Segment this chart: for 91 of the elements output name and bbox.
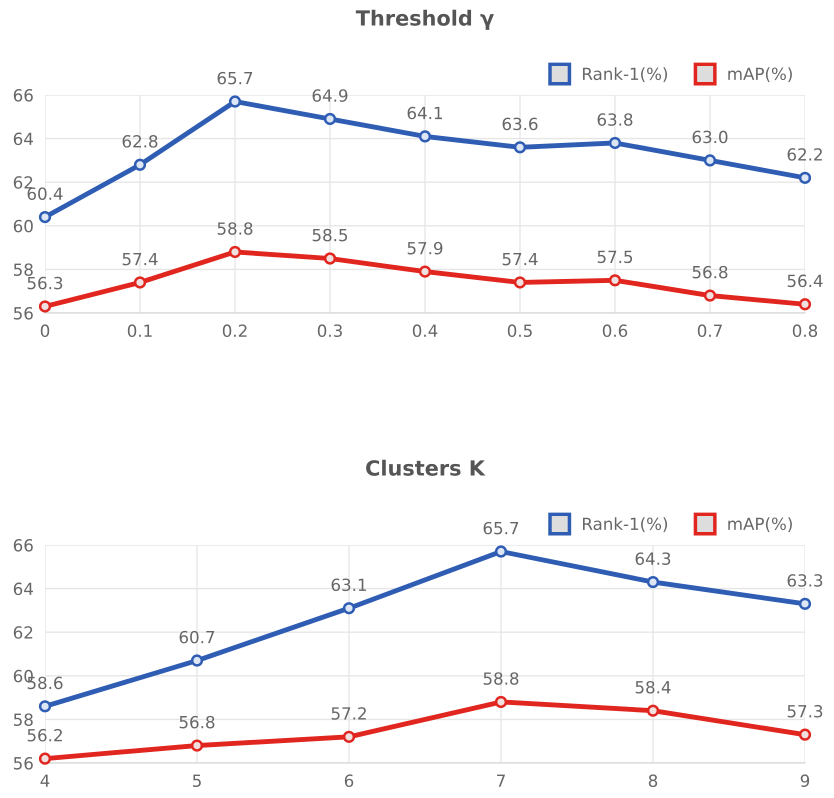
chart-title: Threshold γ bbox=[356, 10, 494, 30]
x-tick-label: 0.1 bbox=[128, 324, 152, 338]
text: 63.6 bbox=[502, 118, 538, 130]
text: 62.2 bbox=[788, 148, 822, 161]
point bbox=[494, 545, 508, 558]
text: 65.7 bbox=[484, 522, 518, 534]
point bbox=[324, 112, 336, 126]
text: 57.9 bbox=[408, 242, 442, 254]
point bbox=[134, 158, 146, 171]
point bbox=[342, 730, 356, 743]
point bbox=[798, 598, 812, 610]
point bbox=[342, 602, 356, 614]
point bbox=[38, 752, 52, 765]
text: 56.2 bbox=[28, 728, 62, 742]
text: 58.5 bbox=[312, 228, 348, 242]
text: 64.3 bbox=[636, 552, 670, 565]
x-tick-label: 4 bbox=[40, 774, 50, 787]
point bbox=[494, 696, 508, 708]
y-tick-label: 66 bbox=[14, 538, 33, 552]
point bbox=[704, 154, 716, 167]
point bbox=[38, 210, 52, 224]
point bbox=[228, 246, 242, 258]
point bbox=[190, 654, 204, 667]
legend-label: Rank-1(%) bbox=[583, 67, 668, 82]
y-tick-label: 56 bbox=[14, 306, 33, 320]
text: 57.4 bbox=[502, 252, 538, 266]
x-tick-label: 0.7 bbox=[698, 324, 722, 338]
legend-label: mAP(%) bbox=[728, 517, 792, 532]
point bbox=[134, 276, 146, 289]
x-tick-label: 8 bbox=[648, 774, 658, 788]
text: 57.4 bbox=[122, 252, 158, 266]
point bbox=[646, 576, 660, 588]
text: 57.2 bbox=[332, 707, 366, 720]
y-tick-label: 66 bbox=[14, 88, 33, 102]
text: 63.3 bbox=[788, 574, 822, 587]
text: 56.8 bbox=[692, 266, 728, 278]
y-tick-label: 64 bbox=[14, 132, 33, 146]
y-tick-label: 56 bbox=[14, 756, 33, 770]
y-tick-label: 60 bbox=[14, 220, 33, 232]
point bbox=[608, 136, 622, 150]
text: 58.8 bbox=[218, 222, 252, 235]
text: 60.7 bbox=[180, 630, 214, 644]
point bbox=[798, 298, 812, 310]
y-tick-label: 62 bbox=[14, 626, 32, 639]
x-tick-label: 0.2 bbox=[222, 324, 247, 338]
point bbox=[704, 289, 716, 302]
point bbox=[418, 130, 432, 143]
text: 62.8 bbox=[122, 135, 158, 148]
text: 57.3 bbox=[788, 704, 822, 718]
point bbox=[418, 265, 432, 278]
point bbox=[646, 704, 660, 717]
x-tick-label: 0.3 bbox=[318, 324, 342, 338]
text: 58.4 bbox=[636, 680, 671, 694]
point bbox=[798, 728, 812, 741]
text: 56.8 bbox=[180, 716, 214, 728]
text: 63.8 bbox=[598, 113, 632, 126]
x-tick-label: 0.4 bbox=[412, 324, 438, 338]
text: 63.1 bbox=[332, 578, 366, 592]
x-tick-label: 0.5 bbox=[508, 324, 532, 338]
text: 65.7 bbox=[218, 72, 252, 84]
point bbox=[798, 172, 812, 184]
point bbox=[228, 95, 242, 108]
point bbox=[514, 276, 526, 289]
x-tick-label: 0 bbox=[40, 324, 50, 338]
point bbox=[38, 700, 52, 712]
chart-title: Clusters K bbox=[366, 460, 486, 476]
point bbox=[38, 300, 52, 313]
x-tick-label: 0.6 bbox=[602, 324, 628, 338]
point bbox=[324, 252, 336, 265]
point bbox=[608, 274, 622, 286]
x-tick-label: 5 bbox=[192, 774, 201, 788]
x-tick-label: 7 bbox=[497, 774, 505, 787]
x-tick-label: 9 bbox=[800, 774, 810, 788]
point bbox=[514, 141, 526, 154]
legend-label: Rank-1(%) bbox=[583, 517, 668, 532]
text: 60.4 bbox=[28, 187, 63, 200]
y-tick-label: 64 bbox=[14, 582, 33, 596]
text: 64.1 bbox=[408, 106, 442, 120]
text: 58.8 bbox=[484, 672, 518, 685]
text: 56.4 bbox=[788, 274, 823, 288]
y-tick-label: 62 bbox=[14, 176, 32, 189]
point bbox=[190, 739, 204, 752]
text: 64.9 bbox=[312, 89, 348, 102]
legend-label: mAP(%) bbox=[728, 67, 792, 82]
text: 63.0 bbox=[692, 130, 728, 144]
text: 57.5 bbox=[598, 250, 632, 264]
x-tick-label: 6 bbox=[344, 774, 354, 788]
y-tick-label: 58 bbox=[14, 263, 33, 276]
x-tick-label: 0.8 bbox=[792, 324, 818, 338]
y-tick-label: 58 bbox=[14, 713, 33, 726]
text: 56.3 bbox=[28, 276, 62, 290]
